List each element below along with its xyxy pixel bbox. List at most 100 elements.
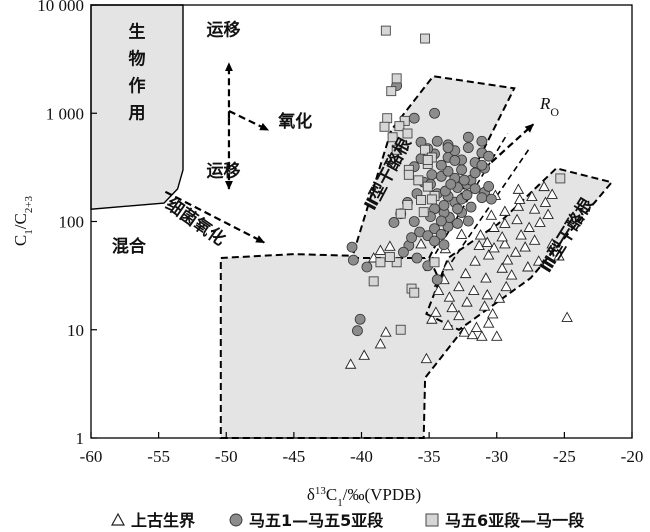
square-point [395,208,406,219]
triangle-point [539,196,552,207]
triangle-point [496,231,508,242]
triangle-point [499,205,511,216]
legend-label: 马五6亚段—马一段 [445,511,585,530]
triangle-point [523,221,535,232]
square-point [422,181,433,192]
y-tick-label: 10 000 [37,0,84,15]
triangle-point [420,352,433,364]
circle-point [445,178,457,190]
triangle-point [344,358,357,369]
triangle-point [486,308,499,319]
square-point [418,207,429,218]
circle-point [435,229,447,240]
circle-point [406,232,417,244]
square-point [416,195,426,205]
annotation-1: 运移 [207,20,241,41]
triangle-point [476,330,488,341]
triangle-point [480,272,492,283]
x-axis-label: δ13C1/‰(VPDB) [307,485,421,509]
triangle-point [528,203,541,214]
triangle-point [501,254,514,265]
triangle-point [358,349,370,360]
square-point [391,144,402,155]
square-point [429,257,440,268]
circle-point [483,150,495,162]
circle-point [476,192,488,204]
legend-label: 上古生界 [131,511,195,530]
triangle-point [467,284,480,296]
circle-point [346,241,358,253]
y-tick-label: 1 [76,429,85,448]
circle-point [462,131,474,143]
circle-point [438,239,450,251]
triangle-point [532,255,545,266]
square-point [368,276,379,287]
square-point [387,132,398,143]
triangle-point [505,269,518,280]
circle-point [354,313,366,325]
region-label-biogenic-char: 物 [128,49,145,70]
circle-point [462,142,474,154]
circle-point [408,112,420,124]
triangle-point [546,188,558,199]
triangle-point [512,200,525,211]
circle-point [388,217,400,228]
circle-point [435,215,447,227]
circle-point [469,183,481,195]
y-tick-label: 100 [59,213,85,232]
x-tick-label: -25 [553,447,576,466]
triangle-point [482,317,495,328]
x-tick-label: -55 [147,447,170,466]
triangle-point [446,301,458,313]
x-tick-label: -45 [283,447,306,466]
arrow-3 [228,109,270,132]
circle-point [461,189,473,201]
triangle-point [458,326,471,337]
y-axis-label: C1/C2+3 [11,195,35,246]
legend-label: 马五1—马五5亚段 [249,511,384,530]
triangle-point [442,319,454,330]
triangle-point [490,330,503,341]
region-label-biogenic-char: 生 [128,22,145,43]
triangle-point [534,216,546,227]
triangle-point [561,311,573,322]
legend-marker-square [425,513,439,527]
circle-point [431,135,443,147]
point-layer [344,25,573,369]
y-tick-label: 1 000 [46,104,84,123]
guide-line-2 [433,148,530,288]
square-point [420,144,431,155]
circle-point [442,142,454,154]
circle-point [449,155,461,166]
circle-point [408,216,420,227]
triangle-point [380,326,392,337]
arrow-4 [164,190,266,244]
region-3 [350,75,516,259]
triangle-point [430,306,442,317]
circle-point [476,135,488,147]
triangle-point [546,238,558,249]
circle-point [452,218,463,229]
circle-point [361,261,373,273]
triangle-point [426,313,438,324]
triangle-point [482,249,495,260]
circle-point [426,169,438,181]
triangle-point [443,291,456,302]
square-point [391,73,402,84]
ro-label: RO [539,94,559,119]
x-tick-label: -20 [621,447,644,466]
circle-point [442,165,454,177]
triangle-point [488,221,500,232]
triangle-point [469,255,481,266]
square-point [403,169,414,180]
square-point [402,200,413,210]
legend-marker-triangle [110,512,126,526]
triangle-point [542,208,554,219]
circle-point [347,254,359,266]
triangle-point [470,321,483,332]
legend: 上古生界 马五1—马五5亚段 马五6亚段—马一段 [110,511,585,530]
circle-point [429,107,440,119]
square-point [382,113,393,124]
triangle-point [432,284,445,296]
